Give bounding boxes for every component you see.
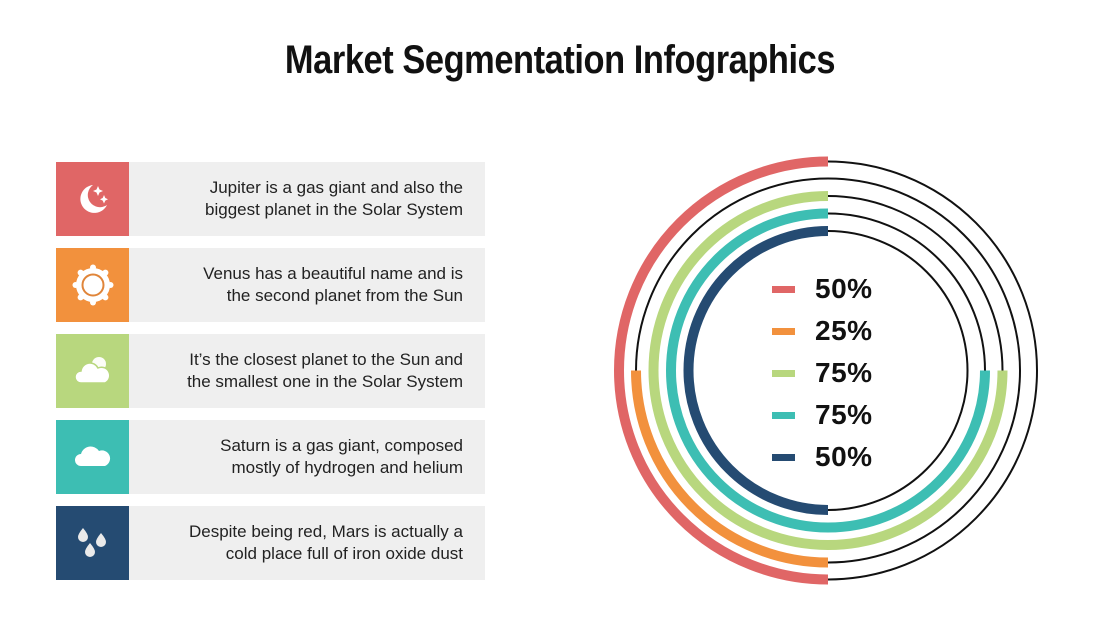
legend-item: 25%	[772, 310, 873, 352]
icon-box-mars	[56, 506, 129, 580]
icon-box-jupiter	[56, 162, 129, 236]
segment-description: It’s the closest planet to the Sun and t…	[129, 349, 485, 393]
legend-label: 50%	[815, 441, 873, 472]
raindrops-icon	[77, 528, 106, 557]
segment-row-mercury: It’s the closest planet to the Sun and t…	[56, 334, 485, 408]
segment-row-jupiter: Jupiter is a gas giant and also the bigg…	[56, 162, 485, 236]
description-line: the second planet from the Sun	[226, 286, 463, 305]
legend-label: 75%	[815, 357, 873, 388]
legend-swatch	[772, 285, 795, 293]
cloud-sun-icon	[73, 357, 111, 384]
legend-swatch	[772, 327, 795, 335]
segment-description: Saturn is a gas giant, composed mostly o…	[129, 435, 485, 479]
icon-box-saturn	[56, 420, 129, 494]
legend-label: 25%	[815, 315, 873, 346]
legend-swatch	[772, 411, 795, 419]
icon-box-venus	[56, 248, 129, 322]
sun-icon	[72, 264, 113, 306]
description-line: Jupiter is a gas giant and also the	[209, 178, 463, 197]
legend-item: 50%	[772, 436, 873, 478]
description-line: biggest planet in the Solar System	[205, 200, 463, 219]
description-line: Saturn is a gas giant, composed	[220, 436, 463, 455]
description-line: the smallest one in the Solar System	[187, 372, 463, 391]
chart-bar-mars	[683, 226, 829, 515]
segment-list: Jupiter is a gas giant and also the bigg…	[56, 162, 485, 592]
legend-label: 75%	[815, 399, 873, 430]
chart-bar-saturn	[666, 208, 990, 533]
segment-row-saturn: Saturn is a gas giant, composed mostly o…	[56, 420, 485, 494]
description-line: It’s the closest planet to the Sun and	[189, 350, 463, 369]
description-line: cold place full of iron oxide dust	[225, 544, 463, 563]
legend-swatch	[772, 369, 795, 377]
page-title: Market Segmentation Infographics	[284, 38, 836, 82]
segment-description: Despite being red, Mars is actually a co…	[129, 521, 485, 565]
legend-swatch	[772, 453, 795, 461]
description-line: Despite being red, Mars is actually a	[188, 522, 463, 541]
legend-item: 50%	[772, 268, 873, 310]
chart-bar-jupiter	[614, 156, 829, 585]
description-line: mostly of hydrogen and helium	[231, 458, 463, 477]
segment-description: Jupiter is a gas giant and also the bigg…	[129, 177, 485, 221]
segment-description: Venus has a beautiful name and is the se…	[129, 263, 485, 307]
legend-label: 50%	[815, 273, 873, 304]
moon-stars-icon	[79, 185, 108, 213]
icon-box-mercury	[56, 334, 129, 408]
segment-row-mars: Despite being red, Mars is actually a co…	[56, 506, 485, 580]
chart-legend: 50% 25% 75% 75% 50%	[772, 268, 873, 478]
description-line: Venus has a beautiful name and is	[203, 264, 463, 283]
legend-item: 75%	[772, 352, 873, 394]
cloud-icon	[74, 446, 110, 466]
legend-item: 75%	[772, 394, 873, 436]
chart-bars	[614, 156, 1008, 585]
chart-bar-venus	[631, 370, 829, 568]
chart-bar-mercury	[648, 191, 1008, 550]
segment-row-venus: Venus has a beautiful name and is the se…	[56, 248, 485, 322]
